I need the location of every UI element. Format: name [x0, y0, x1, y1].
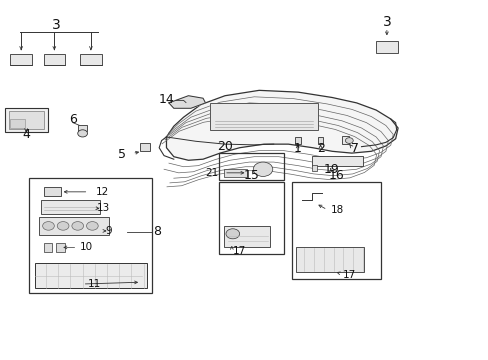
Bar: [39, 217, 109, 234]
Circle shape: [86, 222, 98, 230]
Text: 8: 8: [152, 225, 161, 238]
Bar: [43, 54, 65, 64]
Bar: [43, 187, 61, 196]
Text: 6: 6: [69, 113, 77, 126]
Bar: [296, 247, 364, 272]
Bar: [56, 243, 64, 252]
Circle shape: [72, 222, 83, 230]
Text: 5: 5: [118, 148, 126, 161]
Text: 17: 17: [342, 270, 356, 280]
Text: 18: 18: [330, 206, 343, 216]
Bar: [80, 54, 102, 64]
Bar: [292, 182, 380, 279]
Circle shape: [345, 138, 352, 143]
Bar: [35, 263, 147, 288]
Polygon shape: [166, 90, 397, 160]
Bar: [341, 135, 348, 144]
Bar: [311, 156, 362, 166]
Text: 12: 12: [96, 187, 109, 197]
Polygon shape: [168, 96, 205, 108]
Bar: [10, 54, 32, 64]
Text: 15: 15: [243, 169, 259, 182]
Bar: [375, 41, 397, 53]
Text: 17: 17: [232, 246, 245, 256]
Text: 16: 16: [328, 169, 344, 182]
Text: 7: 7: [350, 142, 359, 155]
Bar: [10, 119, 25, 128]
Bar: [9, 111, 43, 129]
Bar: [4, 108, 48, 132]
Text: 21: 21: [204, 168, 218, 178]
Circle shape: [78, 130, 87, 137]
Bar: [140, 143, 150, 150]
Text: 20: 20: [216, 140, 232, 153]
Text: 14: 14: [158, 93, 174, 106]
Text: 10: 10: [80, 242, 93, 252]
Bar: [317, 137, 323, 144]
Text: 3: 3: [52, 18, 61, 32]
Bar: [29, 178, 152, 293]
Text: 3: 3: [382, 15, 390, 29]
Text: 11: 11: [87, 279, 101, 289]
Text: 9: 9: [105, 226, 112, 236]
Bar: [294, 137, 300, 144]
Bar: [78, 125, 87, 131]
Text: 4: 4: [22, 127, 30, 141]
Circle shape: [42, 222, 54, 230]
Bar: [210, 103, 317, 130]
Text: 19: 19: [323, 163, 339, 176]
Bar: [224, 226, 270, 247]
Circle shape: [225, 229, 239, 239]
Text: 2: 2: [316, 142, 324, 155]
Bar: [219, 153, 283, 180]
Bar: [311, 165, 316, 171]
Bar: [224, 169, 247, 177]
Text: 13: 13: [97, 203, 110, 213]
Bar: [43, 243, 52, 252]
Circle shape: [57, 222, 69, 230]
Circle shape: [253, 162, 272, 176]
Bar: [219, 182, 283, 253]
Bar: [41, 200, 100, 214]
Text: 1: 1: [293, 142, 301, 155]
